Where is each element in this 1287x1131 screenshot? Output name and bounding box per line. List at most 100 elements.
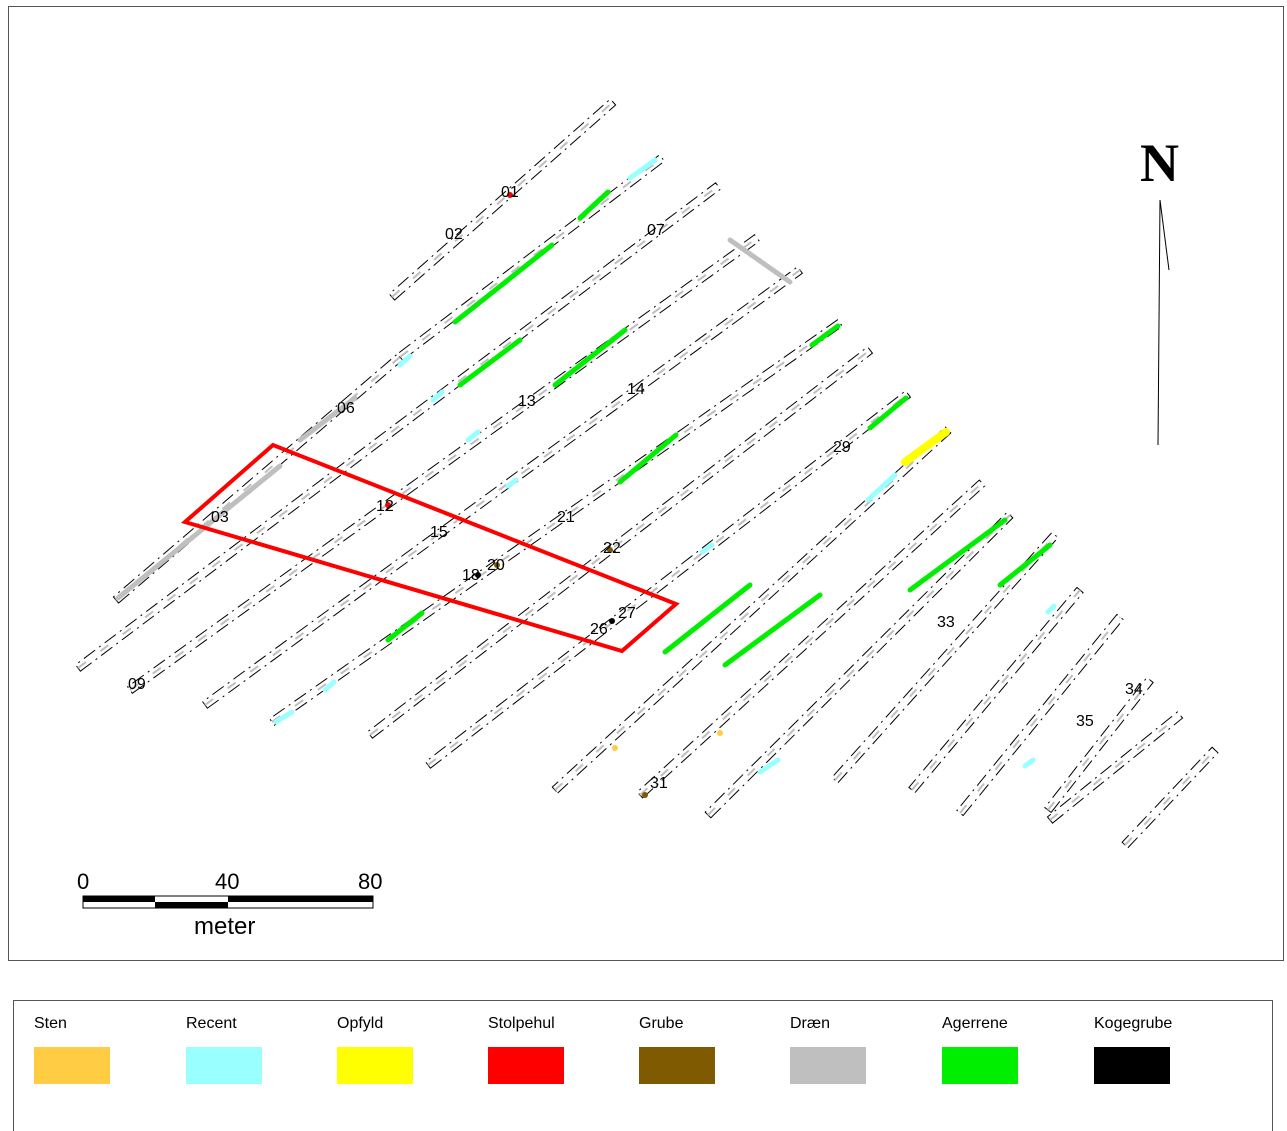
- trench-outline: [956, 613, 1124, 817]
- stolpehul-feature: [385, 502, 391, 508]
- draen-feature: [727, 237, 793, 285]
- draen-swatch: [790, 1047, 866, 1084]
- trench-label: 20: [487, 557, 505, 574]
- agerrene-feature: [457, 337, 523, 388]
- agerrene-feature: [385, 610, 425, 643]
- agerrene-feature: [452, 242, 555, 325]
- north-arrow-letter: N: [1140, 133, 1179, 193]
- trench-outline: [74, 182, 722, 672]
- excavation-outline: [180, 442, 680, 654]
- trench-lines: [74, 98, 1219, 849]
- recent-feature: [430, 389, 445, 403]
- stolpehul-swatch: [488, 1047, 564, 1084]
- trench-label: 26: [590, 621, 608, 638]
- agerrene-feature: [617, 432, 679, 485]
- trench-outline: [269, 319, 843, 726]
- scale-unit-label: meter: [194, 913, 256, 940]
- scale-tick-0: 0: [77, 869, 90, 894]
- recent-feature: [627, 157, 658, 181]
- trench-label: 31: [650, 775, 668, 792]
- trench-label: 15: [430, 524, 448, 541]
- recent-feature: [699, 542, 715, 555]
- agerrene-feature: [577, 189, 611, 221]
- trench-outline: [388, 98, 617, 301]
- draen-feature: [297, 395, 358, 443]
- recent-swatch: [186, 1047, 262, 1084]
- legend-item-grube: Grube: [639, 1015, 749, 1084]
- trench-outline: [636, 479, 986, 799]
- legend-label: Agerrene: [942, 1015, 1008, 1032]
- map-frame: [8, 6, 1284, 961]
- recent-feature: [1045, 603, 1057, 615]
- legend-label: Grube: [639, 1015, 684, 1032]
- agerrene-feature: [907, 517, 1008, 593]
- drain-feature: [369, 349, 871, 736]
- legend-item-draen: Dræn: [790, 1015, 900, 1084]
- kogegrube-swatch: [1094, 1047, 1170, 1084]
- trench-label: 07: [647, 222, 665, 239]
- sten-feature: [717, 730, 723, 736]
- legend-label: Opfyld: [337, 1015, 384, 1032]
- legend-label: Recent: [186, 1015, 237, 1032]
- trench-outline: [704, 511, 1014, 819]
- trench-label: 12: [376, 498, 394, 515]
- trench-map: 01 02 07 06 13 14 29 03 12 15 21 22 18 20 27 26 33 09 34 35…: [74, 98, 1219, 909]
- legend-label: Sten: [34, 1015, 67, 1032]
- scale-tick-40: 40: [215, 869, 240, 894]
- trench-label: 22: [603, 540, 621, 557]
- trench-outline: [831, 531, 1059, 784]
- legend-item-stolpehul: Stolpehul: [488, 1015, 598, 1084]
- agerrene-feature: [722, 592, 823, 668]
- drain-feature: [1124, 749, 1216, 846]
- trench-outline: [551, 426, 952, 794]
- trench-label: 27: [618, 605, 636, 622]
- agerrene-feature: [809, 323, 841, 348]
- trench-label: 09: [128, 676, 146, 693]
- agerrene-feature: [997, 542, 1053, 588]
- draen-feature: [115, 463, 283, 601]
- drain-feature: [129, 237, 758, 691]
- drain-feature: [1047, 679, 1151, 811]
- legend-label: Stolpehul: [488, 1015, 555, 1032]
- sten-swatch: [34, 1047, 110, 1084]
- trench-label: 34: [1125, 681, 1143, 698]
- stolpehul-feature: [507, 192, 513, 198]
- opfyld-swatch: [337, 1047, 413, 1084]
- trench-label: 21: [557, 509, 575, 526]
- trench-label: 06: [337, 400, 355, 417]
- trench-outline: [396, 154, 666, 361]
- scale-tick-80: 80: [358, 869, 383, 894]
- legend: Sten Recent Opfyld Stolpehul Grube Dræn …: [13, 1000, 1273, 1131]
- legend-item-kogegrube: Kogegrube: [1094, 1015, 1204, 1084]
- trench-outline: [1046, 711, 1184, 824]
- trench-outline: [908, 586, 1084, 794]
- recent-feature: [505, 477, 519, 489]
- grube-feature: [607, 547, 613, 553]
- trench-label: 13: [518, 393, 536, 410]
- recent-feature: [757, 757, 781, 775]
- scale-bar: [82, 895, 374, 909]
- trench-outline: [366, 346, 874, 739]
- trench-label: 29: [833, 439, 851, 456]
- legend-item-opfyld: Opfyld: [337, 1015, 447, 1084]
- recent-feature: [273, 709, 295, 725]
- kogegrube-feature: [609, 618, 615, 624]
- trench-outline: [424, 390, 912, 769]
- recent-feature: [322, 679, 337, 693]
- legend-item-sten: Sten: [34, 1015, 144, 1084]
- trench-label: 03: [211, 509, 229, 526]
- agerrene-swatch: [942, 1047, 1018, 1084]
- recent-feature: [397, 353, 413, 368]
- drain-feature: [639, 482, 983, 796]
- drain-feature: [554, 429, 949, 791]
- trench-outline: [126, 234, 761, 694]
- drain-feature: [707, 514, 1011, 816]
- drain-feature: [77, 185, 719, 669]
- agerrene-feature: [552, 327, 628, 388]
- trench-label: 18: [462, 567, 480, 584]
- drain-feature: [391, 101, 614, 298]
- trench-label: 01: [501, 184, 519, 201]
- trench-outline: [112, 353, 404, 604]
- trench-outline: [1044, 676, 1154, 814]
- trench-features: [115, 157, 1057, 798]
